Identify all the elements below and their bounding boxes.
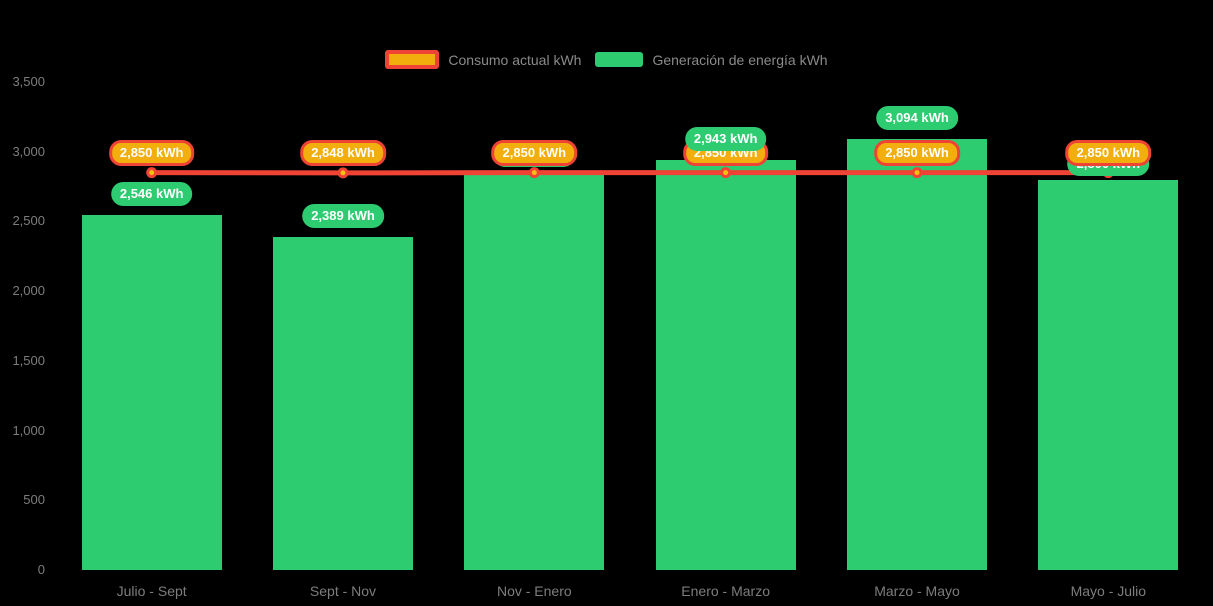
legend-item-consumo[interactable]: Consumo actual kWh	[385, 50, 581, 69]
bar-generacion[interactable]	[464, 172, 605, 570]
consumo-point-marker[interactable]	[528, 167, 540, 179]
consumo-legend-swatch	[385, 50, 440, 69]
consumo-value-label: 2,850 kWh	[1065, 139, 1152, 166]
y-axis-tick-label: 2,000	[12, 283, 45, 299]
y-axis-tick-label: 0	[37, 562, 45, 577]
bar-generacion[interactable]	[1038, 179, 1179, 570]
generacion-value-label: 2,546 kWh	[110, 182, 193, 206]
generacion-legend-swatch	[595, 52, 644, 67]
x-axis-category-label: Marzo - Mayo	[874, 583, 960, 599]
generacion-value-label: 2,389 kWh	[302, 203, 384, 228]
y-axis-tick-label: 500	[23, 492, 45, 508]
consumo-value-label: 2,850 kWh	[874, 139, 960, 166]
y-axis-tick-label: 2,500	[12, 213, 45, 229]
y-axis-tick-label: 3,500	[12, 74, 45, 89]
consumo-point-marker[interactable]	[146, 167, 158, 179]
consumo-value-label: 2,850 kWh	[108, 139, 195, 166]
y-axis-tick-label: 1,000	[12, 422, 45, 438]
consumo-value-label: 2,848 kWh	[300, 139, 386, 166]
x-axis-category-label: Nov - Enero	[496, 583, 572, 599]
chart-legend: Consumo actual kWh Generación de energía…	[0, 50, 1213, 69]
legend-item-generacion[interactable]: Generación de energía kWh	[595, 51, 828, 68]
x-axis-category-label: Julio - Sept	[116, 583, 187, 599]
consumo-legend-label: Consumo actual kWh	[448, 51, 582, 68]
bar-generacion[interactable]	[847, 138, 987, 570]
generacion-value-label: 2,943 kWh	[684, 126, 767, 151]
x-axis-category-label: Enero - Marzo	[681, 583, 770, 599]
y-axis-tick-label: 1,500	[12, 352, 45, 368]
generacion-value-label: 3,094 kWh	[876, 105, 958, 130]
consumo-point-marker[interactable]	[720, 167, 732, 179]
consumo-value-label: 2,850 kWh	[491, 139, 578, 166]
consumo-point-marker[interactable]	[337, 167, 349, 179]
y-axis-tick-label: 3,000	[12, 143, 45, 159]
bar-generacion[interactable]	[81, 215, 222, 570]
bar-generacion[interactable]	[273, 236, 413, 570]
bar-generacion[interactable]	[655, 159, 796, 570]
generacion-legend-label: Generación de energía kWh	[652, 51, 828, 68]
x-axis-category-label: Mayo - Julio	[1070, 583, 1147, 599]
consumo-point-marker[interactable]	[911, 167, 923, 179]
x-axis-category-label: Sept - Nov	[309, 583, 377, 599]
